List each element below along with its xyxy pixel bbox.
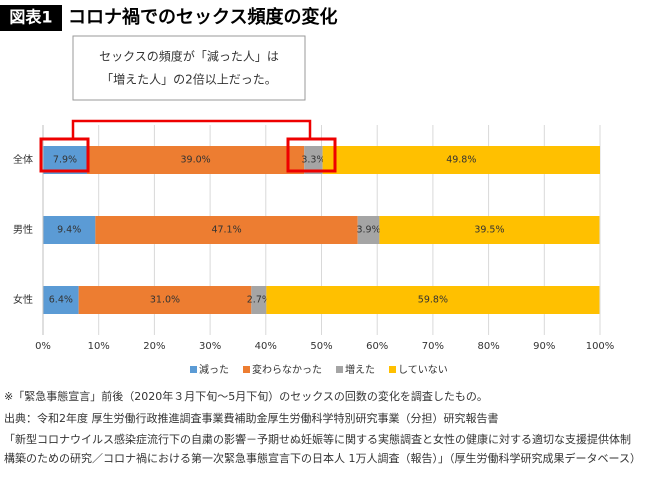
bar-segment: [43, 216, 96, 244]
bar-segment: [78, 286, 252, 314]
value-label: 31.0%: [150, 295, 180, 306]
footnote: 「新型コロナウイルス感染症流行下の自粛の影響－予期せぬ妊娠等に関する実態調査と女…: [4, 432, 631, 446]
value-label: 7.9%: [53, 155, 77, 166]
bar-segment: [43, 146, 88, 174]
bar-segment: [322, 146, 600, 174]
bar-segment: [95, 216, 358, 244]
badge: 図表1: [9, 8, 52, 27]
legend-swatch: [389, 366, 396, 373]
x-tick-label: 30%: [199, 341, 221, 352]
legend-swatch: [336, 366, 343, 373]
highlight-box: [39, 137, 90, 173]
bar-segment: [266, 286, 600, 314]
bar-segment: [251, 286, 267, 314]
bar-segment: [43, 286, 79, 314]
legend-label: 増えた: [345, 363, 375, 376]
value-label: 39.5%: [474, 225, 504, 236]
value-label: 6.4%: [49, 295, 73, 306]
legend-swatch: [190, 366, 197, 373]
value-label: 2.7%: [247, 295, 271, 306]
x-tick-label: 60%: [366, 341, 388, 352]
bar-segment: [304, 146, 323, 174]
legend-label: 変わらなかった: [252, 363, 322, 376]
x-tick-label: 80%: [477, 341, 499, 352]
bar-segment: [87, 146, 305, 174]
annotation: セックスの頻度が「減った人」は: [99, 49, 279, 64]
x-tick-label: 70%: [422, 341, 444, 352]
value-label: 9.4%: [57, 225, 81, 236]
value-label: 3.9%: [356, 225, 380, 236]
x-tick-label: 0%: [35, 341, 51, 352]
value-label: 39.0%: [181, 155, 211, 166]
bar-segment: [379, 216, 600, 244]
footnote: ※「緊急事態宣言」前後（2020年３月下旬〜5月下旬）のセックスの回数の変化を調…: [4, 389, 488, 403]
footnote: 出典：令和2年度 厚生労働行政推進調査事業費補助金厚生労働科学特別研究事業（分担…: [4, 411, 499, 425]
value-label: 47.1%: [211, 225, 241, 236]
bracket: [71, 119, 312, 139]
x-tick-label: 10%: [88, 341, 110, 352]
value-label: 59.8%: [418, 295, 448, 306]
x-tick-label: 20%: [143, 341, 165, 352]
footnote: 構築のための研究／コロナ禍における第一次緊急事態宣言下の日本人 1万人調査（報告…: [4, 451, 641, 465]
badge-bg: [0, 5, 62, 31]
legend-label: 減った: [199, 363, 229, 376]
y-tick-label: 全体: [13, 153, 33, 166]
x-tick-label: 100%: [586, 341, 615, 352]
x-tick-label: 90%: [533, 341, 555, 352]
highlight-box: [286, 137, 337, 173]
x-tick-label: 40%: [255, 341, 277, 352]
chart-title: コロナ禍でのセックス頻度の変化: [68, 6, 337, 28]
x-tick-label: 50%: [310, 341, 332, 352]
value-label: 3.3%: [301, 155, 325, 166]
legend-swatch: [243, 366, 250, 373]
bar-segment: [357, 216, 380, 244]
value-label: 49.8%: [446, 155, 476, 166]
annotation: 「増えた人」の2倍以上だった。: [101, 72, 277, 87]
y-tick-label: 女性: [13, 293, 33, 306]
annotation-box: [72, 35, 306, 101]
y-tick-label: 男性: [13, 223, 33, 236]
legend-label: していない: [398, 364, 448, 376]
